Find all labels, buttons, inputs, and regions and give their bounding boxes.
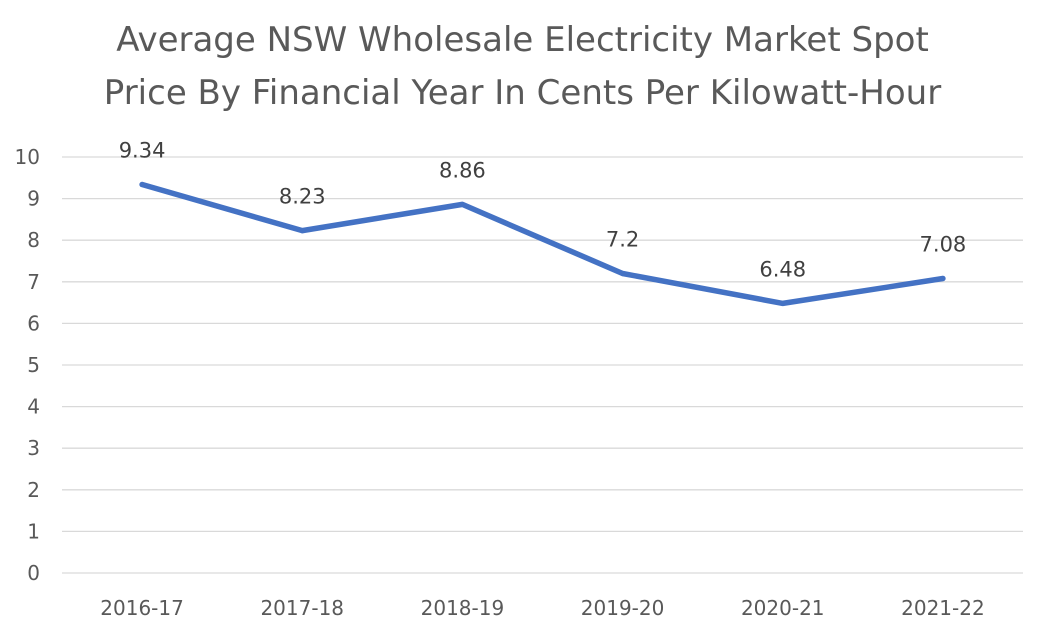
- data-point-2017-18: [299, 228, 305, 234]
- y-tick-label-5: 5: [27, 353, 40, 377]
- data-label-2017-18: 8.23: [279, 185, 326, 209]
- data-point-2021-22: [940, 275, 946, 282]
- data-label-2019-20: 7.2: [606, 227, 639, 251]
- chart-title-line-1: Average NSW Wholesale Electricity Market…: [116, 20, 929, 60]
- x-tick-label-2021-22: 2021-22: [901, 596, 985, 620]
- data-label-2018-19: 8.86: [439, 158, 486, 182]
- y-tick-label-8: 8: [27, 228, 40, 252]
- data-label-2020-21: 6.48: [759, 257, 806, 281]
- data-point-2016-17: [139, 181, 145, 188]
- series-line-0: [139, 181, 946, 307]
- x-tick-label-2020-21: 2020-21: [741, 596, 825, 620]
- data-point-2019-20: [619, 270, 626, 277]
- y-tick-label-6: 6: [27, 311, 40, 335]
- data-label-2021-22: 7.08: [920, 232, 967, 256]
- y-tick-label-2: 2: [27, 478, 40, 502]
- y-tick-label-7: 7: [27, 270, 40, 294]
- x-tick-label-2016-17: 2016-17: [100, 596, 184, 620]
- data-point-2018-19: [459, 201, 466, 208]
- x-tick-label-2019-20: 2019-20: [581, 596, 665, 620]
- data-point-2020-21: [780, 300, 786, 307]
- y-tick-label-9: 9: [27, 187, 40, 211]
- data-label-2016-17: 9.34: [119, 138, 166, 162]
- x-tick-label-2018-19: 2018-19: [421, 596, 505, 620]
- x-tick-label-2017-18: 2017-18: [260, 596, 344, 620]
- chart-title: Average NSW Wholesale Electricity Market…: [0, 14, 1045, 120]
- y-tick-label-10: 10: [15, 145, 40, 169]
- y-tick-label-0: 0: [27, 561, 40, 585]
- chart-title-line-2: Price By Financial Year In Cents Per Kil…: [103, 73, 942, 113]
- y-tick-label-4: 4: [27, 395, 40, 419]
- y-tick-label-1: 1: [27, 519, 40, 543]
- y-tick-label-3: 3: [27, 436, 40, 460]
